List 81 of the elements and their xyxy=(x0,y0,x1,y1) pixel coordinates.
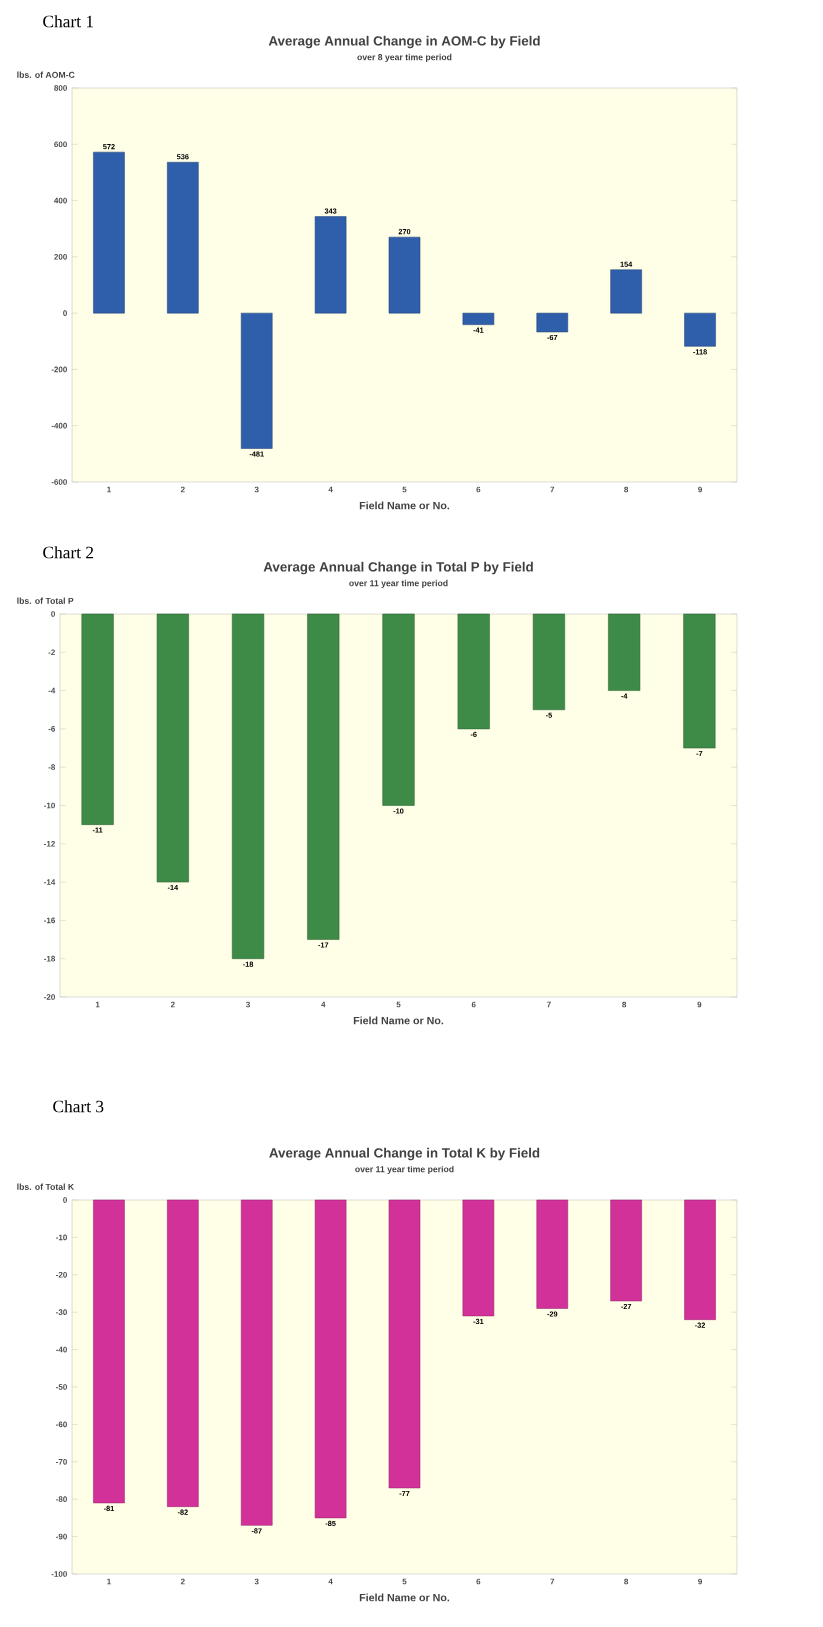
x-tick-label: 3 xyxy=(246,1001,250,1008)
y-tick-label: -8 xyxy=(48,764,56,771)
x-tick-label: 4 xyxy=(328,486,333,493)
bar xyxy=(684,312,716,347)
bar xyxy=(314,216,347,314)
chart-title: Average Annual Change in AOM-C by Field xyxy=(268,35,540,49)
y-tick-label: 0 xyxy=(51,611,55,617)
chart-title: Average Annual Change in Total K by Field xyxy=(269,1147,540,1161)
y-tick-label: 200 xyxy=(54,254,67,260)
x-tick-label: 9 xyxy=(697,1001,702,1008)
x-tick-label: 5 xyxy=(402,1578,407,1585)
x-tick-label: 8 xyxy=(624,1578,629,1585)
bar xyxy=(462,312,495,325)
bar xyxy=(240,312,273,449)
y-tick-label: -2 xyxy=(48,649,55,656)
y-axis-title: lbs. of Total P xyxy=(17,597,74,604)
y-axis-title: lbs. of Total K xyxy=(17,1183,75,1190)
x-tick-label: 1 xyxy=(107,1578,111,1585)
x-tick-label: 3 xyxy=(254,1578,259,1585)
chart-title: Average Annual Change in Total P by Field xyxy=(263,561,533,575)
y-tick-label: 0 xyxy=(63,1197,67,1203)
y-tick-label: -6 xyxy=(48,726,55,732)
y-tick-label: -600 xyxy=(51,479,67,485)
bar xyxy=(610,269,642,314)
y-tick-label: -100 xyxy=(51,1571,67,1577)
bar xyxy=(93,151,125,314)
x-tick-label: 6 xyxy=(471,1001,476,1008)
x-axis-title: Field Name or No. xyxy=(359,1593,450,1602)
y-tick-label: 800 xyxy=(54,85,67,91)
x-axis-title: Field Name or No. xyxy=(353,1016,444,1025)
x-tick-label: 1 xyxy=(107,486,111,493)
y-tick-label: -80 xyxy=(56,1496,67,1503)
y-tick-label: -40 xyxy=(56,1346,67,1353)
y-tick-label: -50 xyxy=(56,1384,67,1390)
y-tick-label: -18 xyxy=(44,955,56,962)
x-tick-label: 5 xyxy=(402,486,407,493)
y-tick-label: -20 xyxy=(56,1271,67,1278)
y-tick-label: -10 xyxy=(44,802,55,809)
caption: Chart 1 xyxy=(43,15,93,28)
x-tick-label: 7 xyxy=(550,486,555,493)
x-tick-label: 5 xyxy=(396,1001,401,1008)
x-tick-label: 6 xyxy=(476,486,481,493)
bar xyxy=(388,236,421,314)
y-tick-label: -400 xyxy=(51,422,67,429)
y-tick-label: -14 xyxy=(44,879,56,885)
x-tick-label: 3 xyxy=(254,486,259,493)
caption: Chart 3 xyxy=(53,1100,104,1113)
x-tick-label: 9 xyxy=(698,486,702,493)
y-tick-label: -60 xyxy=(56,1421,67,1428)
y-tick-label: -16 xyxy=(44,917,55,924)
chart-subtitle: over 8 year time period xyxy=(357,53,452,62)
x-tick-label: 7 xyxy=(547,1001,551,1008)
y-tick-label: 400 xyxy=(54,197,67,204)
x-tick-label: 2 xyxy=(170,1001,175,1008)
y-tick-label: -90 xyxy=(56,1533,67,1540)
chart-subtitle: over 11 year time period xyxy=(349,579,448,588)
y-tick-label: 0 xyxy=(63,310,67,316)
y-tick-label: 600 xyxy=(54,141,67,148)
x-tick-label: 9 xyxy=(698,1578,702,1585)
x-tick-label: 4 xyxy=(328,1578,333,1585)
x-tick-label: 7 xyxy=(550,1578,555,1585)
bar xyxy=(536,312,569,333)
y-tick-label: -20 xyxy=(44,994,55,1000)
x-tick-label: 1 xyxy=(95,1001,100,1008)
y-tick-label: -30 xyxy=(56,1309,67,1316)
bar xyxy=(167,162,199,314)
x-axis-title: Field Name or No. xyxy=(359,501,450,510)
chart-subtitle: over 11 year time period xyxy=(355,1165,454,1174)
y-tick-label: -12 xyxy=(44,841,55,847)
caption: Chart 2 xyxy=(43,546,94,559)
x-tick-label: 4 xyxy=(321,1001,326,1008)
y-axis-title: lbs. of AOM-C xyxy=(17,71,75,78)
x-tick-label: 2 xyxy=(180,486,185,493)
y-tick-label: -4 xyxy=(48,687,56,694)
x-tick-label: 8 xyxy=(624,486,629,493)
x-tick-label: 8 xyxy=(622,1001,627,1008)
y-tick-label: -200 xyxy=(51,366,67,373)
x-tick-label: 6 xyxy=(476,1578,481,1585)
x-tick-label: 2 xyxy=(180,1578,185,1585)
y-tick-label: -70 xyxy=(56,1458,67,1465)
y-tick-label: -10 xyxy=(56,1234,67,1241)
